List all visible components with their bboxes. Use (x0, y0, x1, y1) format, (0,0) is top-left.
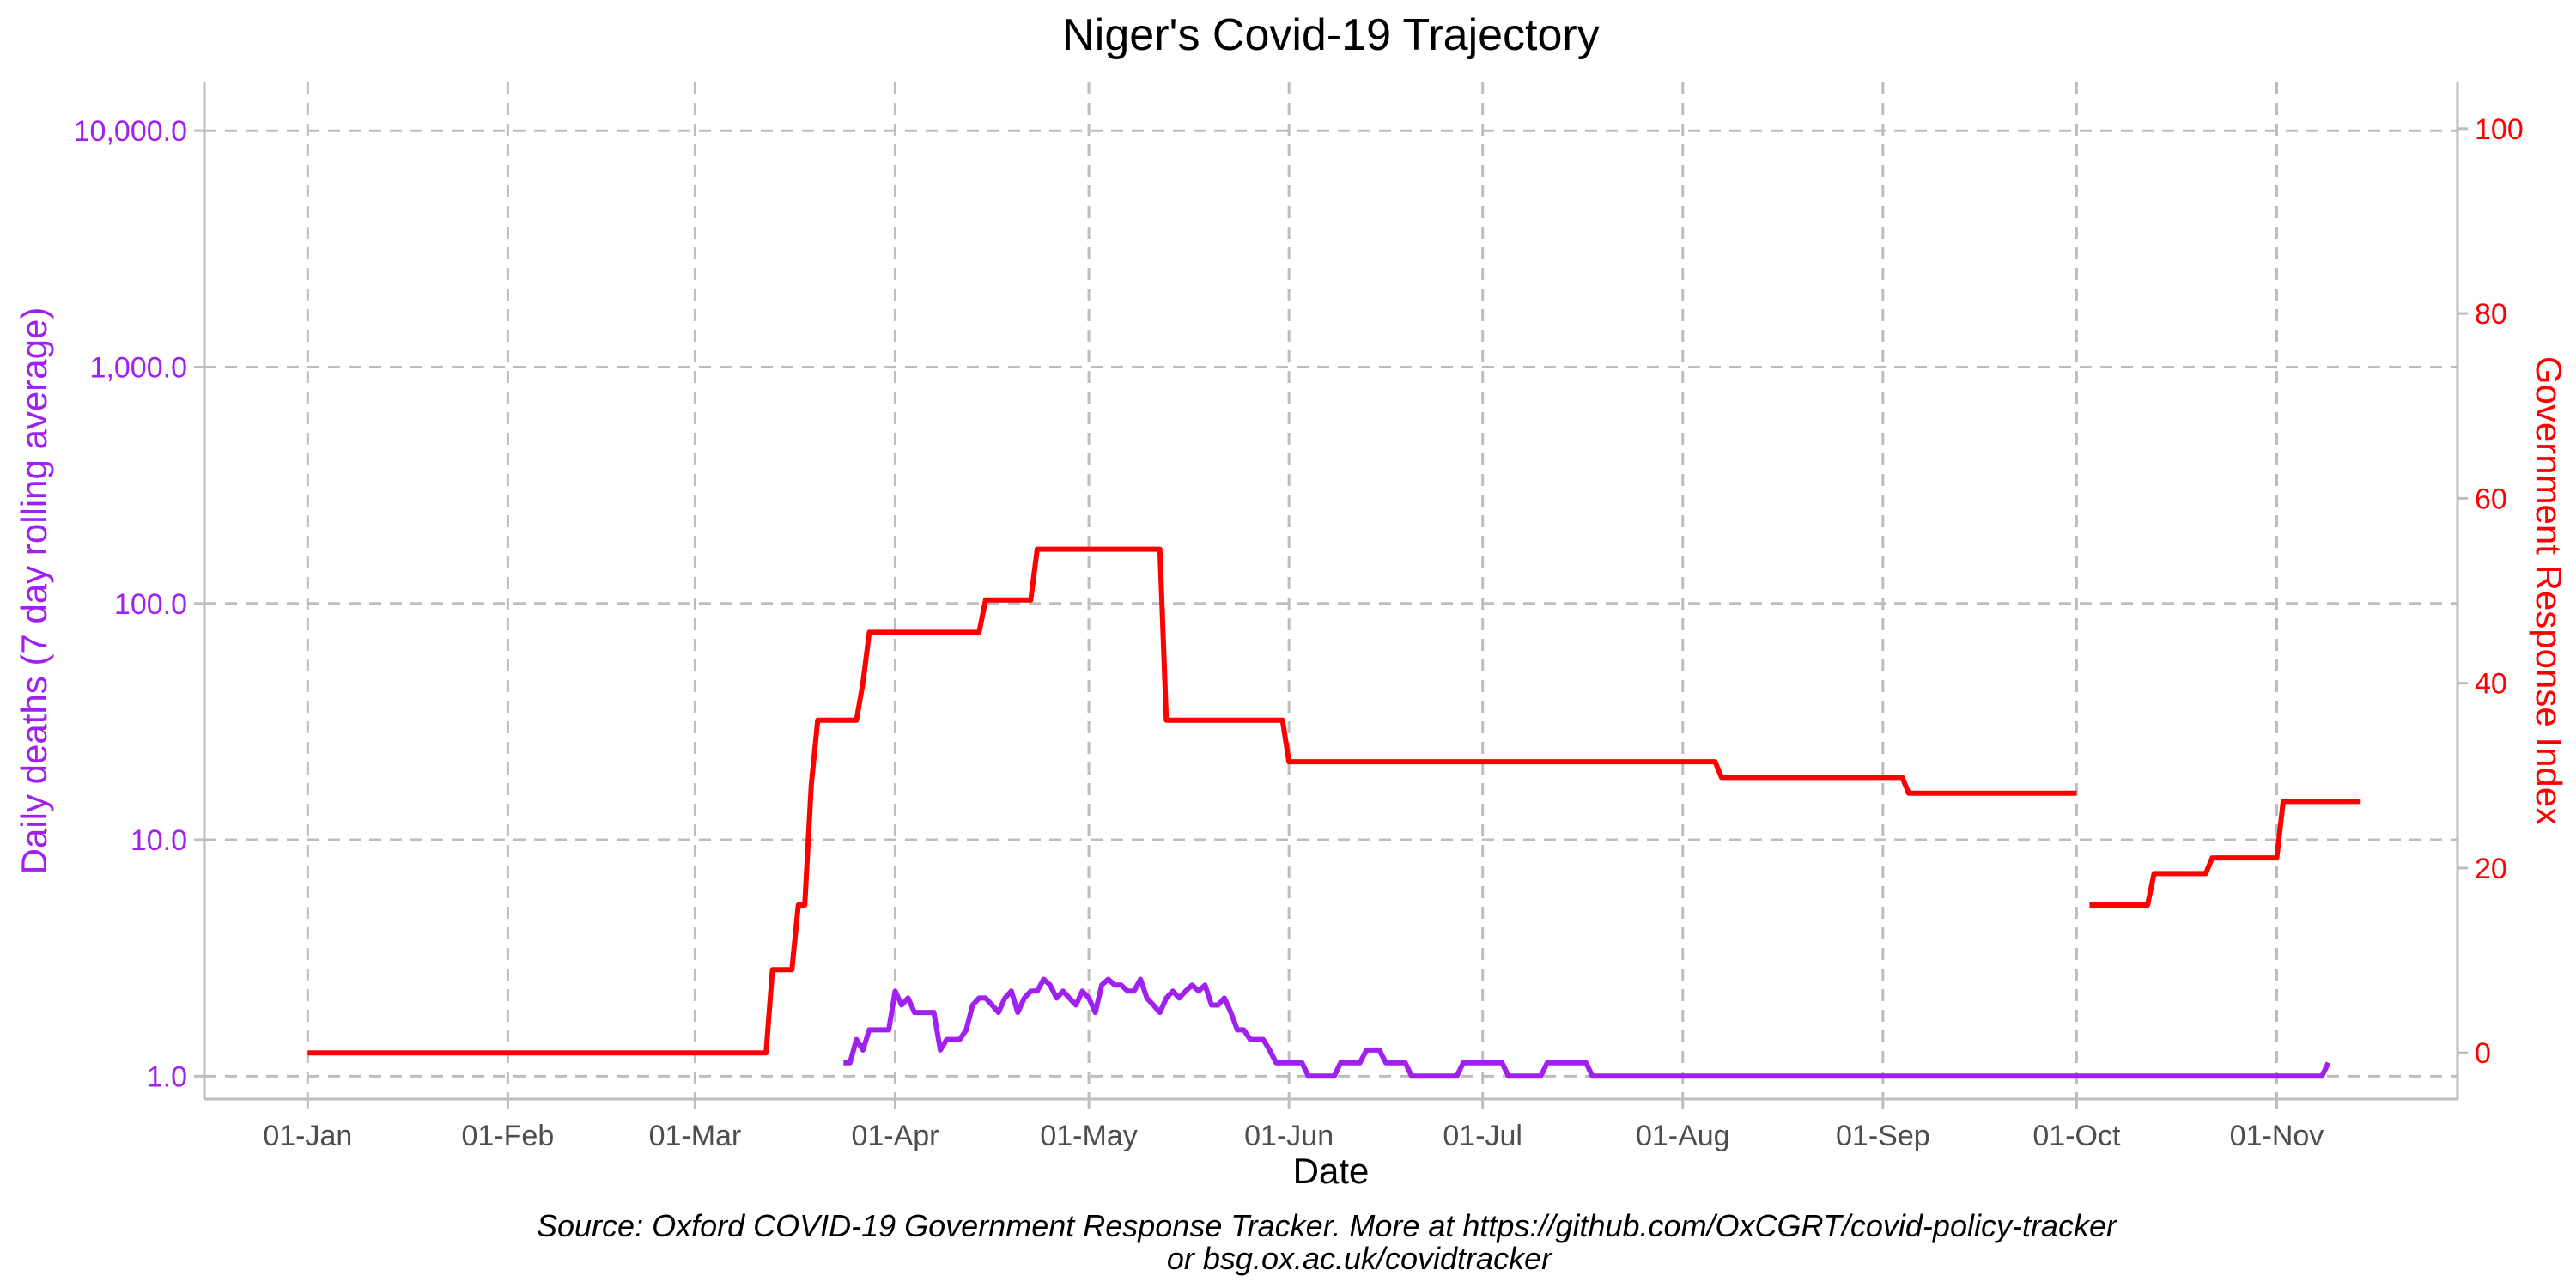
y-left-tick-label: 1,000.0 (90, 351, 187, 384)
series-layer (307, 546, 2361, 1079)
chart-title: Niger's Covid-19 Trajectory (1062, 10, 1599, 60)
x-axis-title: Date (1293, 1151, 1370, 1191)
x-tick-label: 01-Jun (1244, 1120, 1334, 1152)
grid-layer (204, 82, 2458, 1099)
y-right-tick-label: 80 (2475, 298, 2507, 331)
left-axis-title: Daily deaths (7 day rolling average) (14, 307, 54, 875)
x-tick-label: 01-Jan (263, 1120, 352, 1152)
y-left-tick-label: 1.0 (147, 1060, 187, 1093)
response-index-line-segment (307, 546, 2077, 1056)
axes-layer (203, 82, 2459, 1101)
response-index-line-segment (2089, 799, 2361, 908)
x-tick-label: 01-Apr (851, 1120, 939, 1152)
right-axis-title: Government Response Index (2529, 356, 2569, 825)
x-tick-label: 01-Feb (462, 1120, 555, 1152)
x-tick-label: 01-Mar (649, 1120, 742, 1152)
y-right-tick-label: 100 (2475, 113, 2524, 146)
ticks-layer: 01-Jan 01-Feb 01-Mar 01-Apr 01-May 01-Jun 01-J… (74, 113, 2524, 1152)
y-right-tick-label: 0 (2475, 1037, 2491, 1070)
y-left-tick-label: 100.0 (114, 588, 187, 621)
source-caption-line-1: Source: Oxford COVID-19 Government Respo… (537, 1208, 2118, 1243)
x-tick-label: 01-Oct (2032, 1120, 2121, 1152)
y-left-tick-label: 10.0 (131, 824, 187, 857)
x-tick-label: 01-Jul (1443, 1120, 1522, 1152)
y-right-tick-label: 40 (2475, 668, 2507, 701)
y-left-tick-label: 10,000.0 (74, 115, 187, 148)
y-right-tick-label: 60 (2475, 483, 2507, 515)
y-right-tick-label: 20 (2475, 853, 2507, 885)
x-tick-label: 01-May (1040, 1120, 1137, 1152)
x-tick-label: 01-Aug (1636, 1120, 1730, 1152)
x-tick-label: 01-Sep (1836, 1120, 1930, 1152)
source-caption-line-2: or bsg.ox.ac.uk/covidtracker (1167, 1241, 1553, 1276)
x-tick-label: 01-Nov (2230, 1120, 2324, 1152)
deaths-line-segment (843, 976, 2331, 1079)
